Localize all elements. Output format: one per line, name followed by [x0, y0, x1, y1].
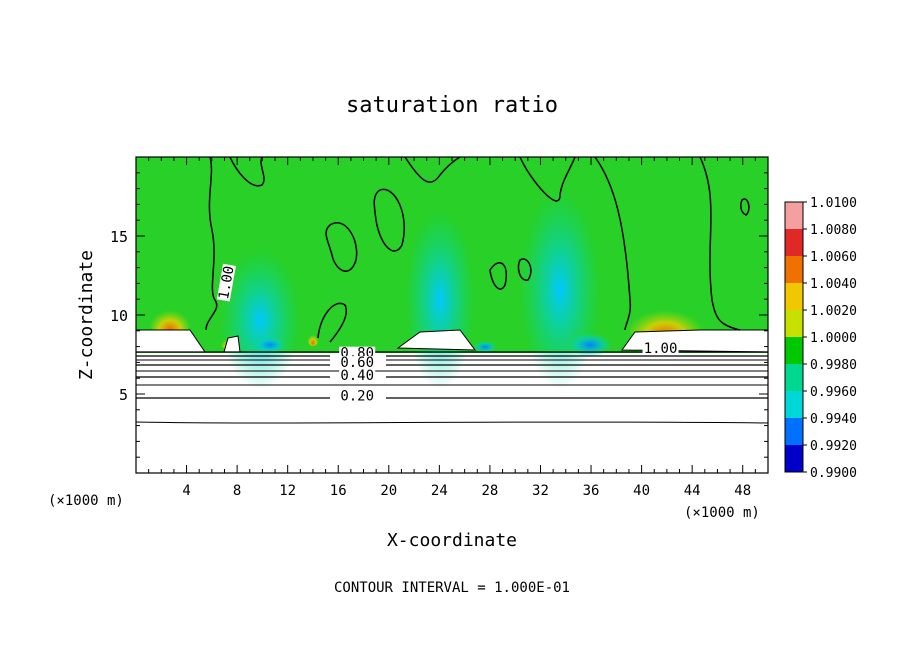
contour-labels: 1.001.000.800.600.400.20: [216, 263, 679, 404]
colorbar-segment: [785, 418, 803, 445]
contour-line-1.00: [740, 198, 750, 216]
x-tick-label: 4: [182, 483, 190, 499]
y-tick-label: 15: [110, 228, 128, 246]
contour-line-1.00: [489, 262, 507, 290]
x-axis-label: X-coordinate: [387, 530, 517, 551]
colorbar-label: 0.9960: [810, 385, 857, 400]
x-unit-right: (×1000 m): [684, 505, 760, 521]
colorbar-label: 1.0100: [810, 196, 857, 211]
contour-label-bg: [339, 356, 376, 370]
contour-line-1.00: [699, 157, 741, 331]
y-tick-label: 10: [110, 307, 128, 325]
colorbar-label: 0.9920: [810, 439, 857, 454]
x-tick-label: 24: [431, 483, 448, 499]
colorbar-label: 1.0080: [810, 223, 857, 238]
contour-line-1.00: [517, 258, 532, 281]
colorbar-segment: [785, 256, 803, 283]
low-sat-region: [473, 341, 497, 353]
low-sat-region: [568, 333, 612, 357]
contour-line-1.00: [229, 157, 265, 187]
contour-label: 1.00: [216, 265, 238, 301]
supersat-region: [148, 298, 192, 338]
x-tick-label: 12: [279, 483, 296, 499]
contour-label: 0.20: [340, 388, 374, 404]
colorbar-segment: [785, 310, 803, 337]
contour-label: 0.60: [340, 355, 374, 371]
x-tick-label: 8: [233, 483, 241, 499]
low-sat-region: [220, 250, 300, 390]
y-axis: 5 10 15: [110, 172, 768, 458]
contour-label-bg: [216, 263, 236, 302]
contour-line-1.00: [325, 222, 358, 272]
colorbar-segment: [785, 364, 803, 391]
contour-interval-note: CONTOUR INTERVAL = 1.000E-01: [334, 580, 570, 596]
contour-line-1.00: [594, 157, 632, 331]
colorbar-segment: [785, 445, 803, 472]
cloud-outcrop: [396, 329, 477, 351]
contour-label: 1.00: [644, 341, 678, 357]
contour-line-1.00: [317, 302, 347, 343]
colorbar-label: 1.0040: [810, 277, 857, 292]
colorbar-label: 0.9900: [810, 466, 857, 481]
low-sat-region: [405, 210, 475, 390]
x-tick-label: 44: [684, 483, 701, 499]
x-tick-label: 16: [330, 483, 347, 499]
colorbar: 1.0100 1.0080 1.0060 1.0040 1.0020 1.0000 0.99…: [784, 196, 857, 481]
x-tick-label: 28: [481, 483, 498, 499]
colorbar-segment: [785, 391, 803, 418]
heatmap-field: [136, 157, 768, 473]
colorbar-segment: [785, 229, 803, 256]
contour-label-bg: [339, 368, 376, 382]
supersat-region: [307, 330, 319, 346]
colorbar-label: 1.0020: [810, 304, 857, 319]
contour-line-0.10: [136, 421, 768, 424]
colorbar-label: 0.9940: [810, 412, 857, 427]
colorbar-segment: [785, 337, 803, 364]
contour-line-1.00: [205, 157, 218, 331]
x-tick-label: 40: [633, 483, 650, 499]
x-tick-label: 32: [532, 483, 549, 499]
colorbar-segment: [785, 202, 803, 229]
chart-title: saturation ratio: [346, 93, 558, 118]
y-axis-label: Z-coordinate: [76, 250, 97, 380]
contour-label-bg: [642, 341, 679, 355]
contour-line-1.00: [519, 157, 576, 202]
y-tick-label: 5: [119, 386, 128, 404]
colorbar-label: 0.9980: [810, 358, 857, 373]
x-tick-label: 36: [583, 483, 600, 499]
x-tick-label: 20: [380, 483, 397, 499]
colorbar-label: 1.0000: [810, 331, 857, 346]
colorbar-segment: [785, 283, 803, 310]
contour-line-1.00: [373, 188, 405, 252]
x-axis: 4 8 12 16 20 24 28 32 36 40 44 48: [148, 157, 756, 499]
low-sat-region: [254, 337, 286, 353]
contour-line-1.00: [404, 157, 461, 183]
contour-label: 0.40: [340, 368, 374, 384]
x-unit-left: (×1000 m): [48, 493, 124, 509]
x-tick-label: 48: [734, 483, 751, 499]
contour-label-bg: [339, 389, 376, 403]
colorbar-label: 1.0060: [810, 250, 857, 265]
